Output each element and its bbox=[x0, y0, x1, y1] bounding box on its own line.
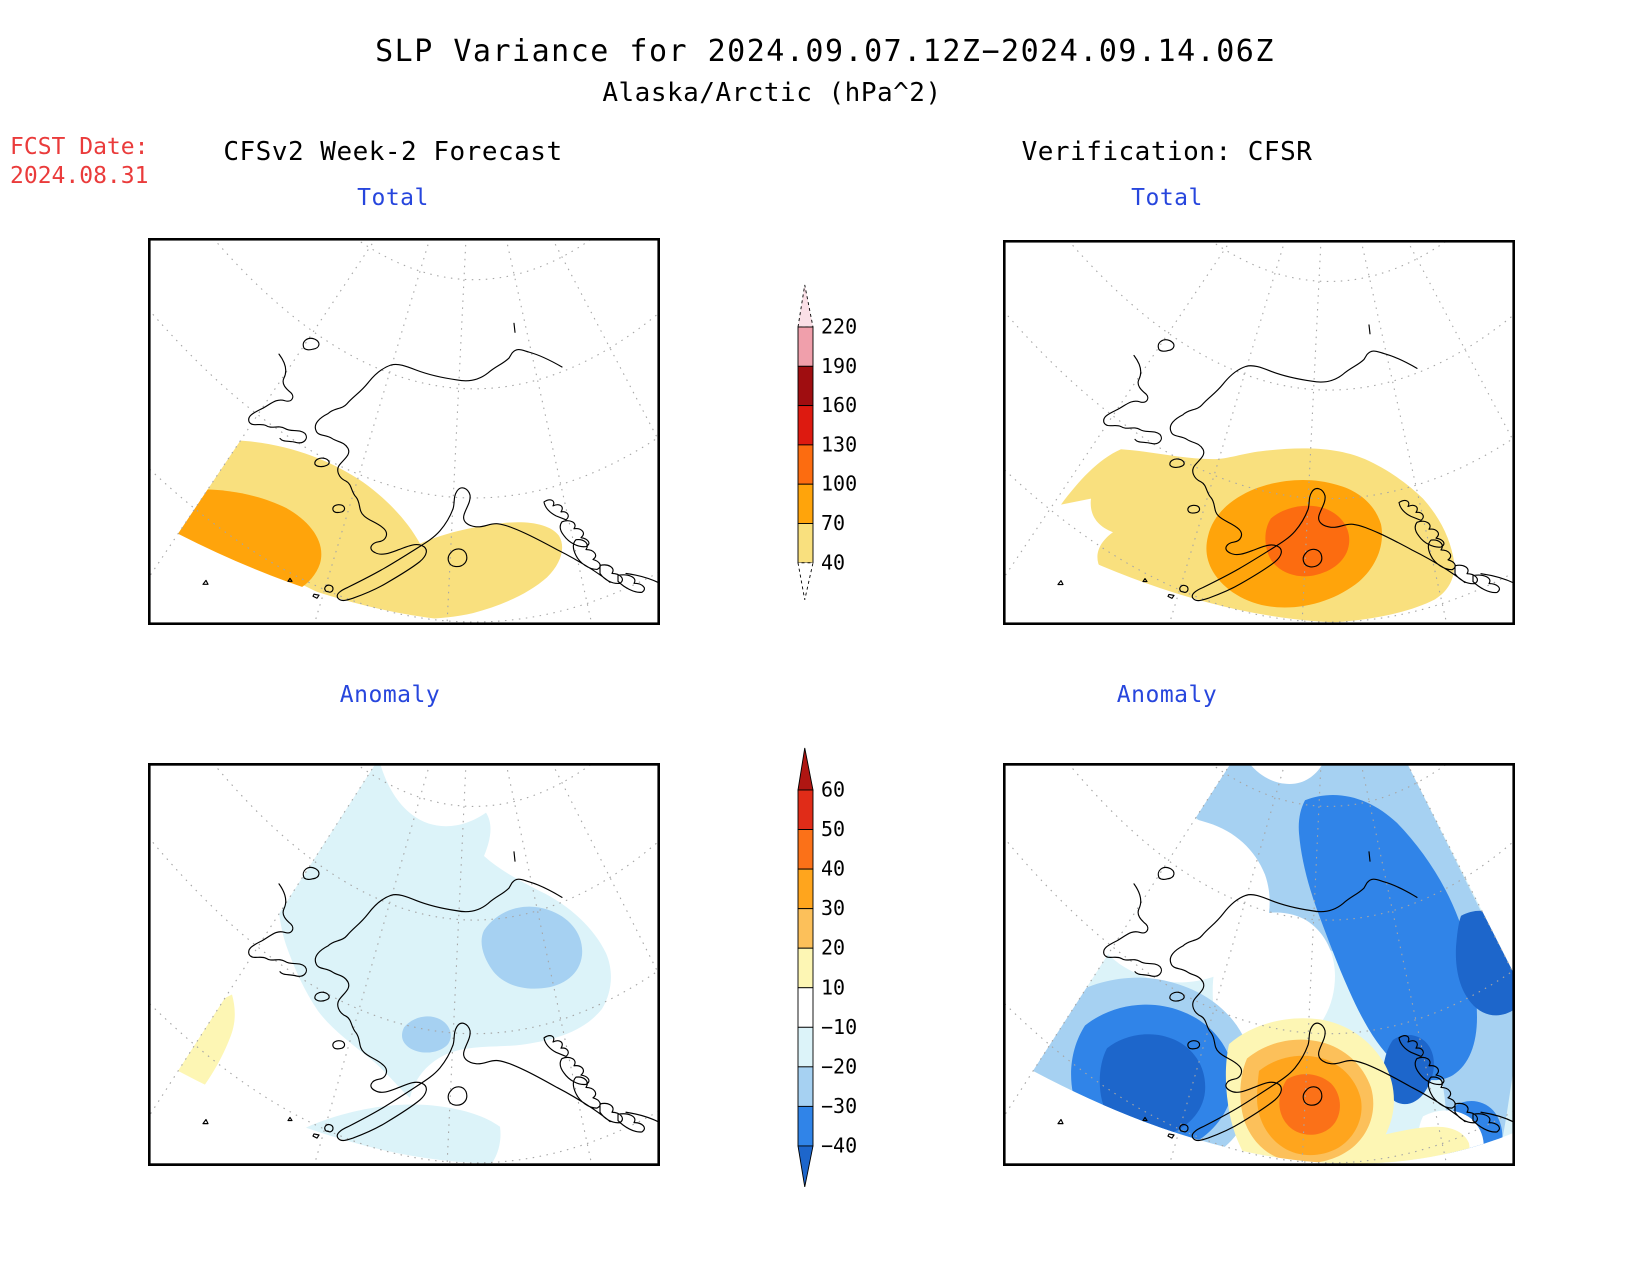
colorbar-band bbox=[797, 1066, 814, 1107]
colorbar-tick-label: 160 bbox=[821, 393, 857, 417]
map-frame bbox=[1003, 240, 1515, 625]
forecast-date-value: 2024.08.31 bbox=[10, 163, 149, 189]
colorbar-band bbox=[797, 987, 814, 1028]
colorbar-anomaly: 60 50 40 30 20 10 −10 −20 −30 −40 bbox=[797, 747, 857, 1188]
forecast-date-label: FCST Date: bbox=[10, 134, 149, 160]
colorbar-band bbox=[797, 947, 814, 989]
colorbar-tick-label: 70 bbox=[821, 511, 845, 535]
colorbar-tick-label: 60 bbox=[821, 778, 845, 802]
page-title: SLP Variance for 2024.09.07.12Z−2024.09.… bbox=[375, 34, 1275, 69]
contour-region bbox=[1298, 794, 1477, 1081]
contour-region bbox=[481, 906, 583, 989]
map-forecast-total bbox=[148, 238, 660, 625]
panel-title-forecast-total: Total bbox=[357, 185, 429, 211]
map-frame bbox=[148, 763, 660, 1166]
colorbar-total: 220 190 160 130 100 70 40 bbox=[797, 284, 857, 600]
colorbar-tick-label: 10 bbox=[821, 975, 845, 999]
colorbar-band bbox=[797, 1105, 814, 1147]
colorbar-band bbox=[797, 908, 814, 949]
contour-region bbox=[402, 1016, 451, 1053]
colorbar-band bbox=[797, 868, 814, 910]
colorbar-tick-label: 50 bbox=[821, 817, 845, 841]
contour-region bbox=[1249, 763, 1323, 784]
colorbar-band bbox=[797, 1026, 814, 1068]
colorbar-tick-label: 20 bbox=[821, 936, 845, 960]
map-verification-total bbox=[1003, 240, 1515, 625]
colorbar-band bbox=[797, 789, 814, 830]
page-subtitle: Alaska/Arctic (hPa^2) bbox=[602, 78, 942, 108]
contour-region bbox=[1265, 505, 1350, 577]
panel-title-verification-total: Total bbox=[1131, 185, 1203, 211]
contour-region bbox=[178, 994, 235, 1135]
contour-region bbox=[1383, 1034, 1434, 1105]
colorbar-tick-label: 190 bbox=[821, 354, 857, 378]
colorbar-tick-label: −30 bbox=[821, 1094, 857, 1118]
column-header-forecast: CFSv2 Week-2 Forecast bbox=[223, 137, 563, 167]
map-verification-anomaly bbox=[1003, 763, 1515, 1166]
colorbar-tick-label: 40 bbox=[821, 550, 845, 574]
contour-region bbox=[1212, 912, 1335, 1053]
colorbar-tick-label: −20 bbox=[821, 1054, 857, 1078]
colorbar-band bbox=[797, 365, 814, 407]
colorbar-band bbox=[797, 405, 814, 446]
map-forecast-anomaly bbox=[148, 763, 660, 1166]
colorbar-tick-label: 30 bbox=[821, 896, 845, 920]
colorbar-tick-label: −40 bbox=[821, 1133, 857, 1157]
colorbar-band bbox=[797, 829, 814, 870]
forecast-date-block: FCST Date: 2024.08.31 bbox=[10, 133, 148, 191]
colorbar-band bbox=[797, 444, 814, 485]
colorbar-tick-label: −10 bbox=[821, 1015, 857, 1039]
colorbar-band bbox=[797, 483, 814, 524]
contour-region bbox=[278, 763, 611, 1098]
colorbar-tick-label: 40 bbox=[821, 857, 845, 881]
colorbar-band bbox=[797, 326, 814, 367]
contour-region bbox=[1099, 1034, 1206, 1137]
colorbar-tick-label: 100 bbox=[821, 472, 857, 496]
map-frame bbox=[148, 238, 660, 625]
map-frame bbox=[1003, 763, 1515, 1166]
colorbar-tick-label: 130 bbox=[821, 432, 857, 456]
panel-title-forecast-anomaly: Anomaly bbox=[339, 682, 441, 708]
panel-title-verification-anomaly: Anomaly bbox=[1116, 682, 1218, 708]
colorbar-tick-label: 220 bbox=[821, 315, 857, 339]
contour-region bbox=[248, 1104, 501, 1164]
colorbar-band bbox=[797, 523, 814, 564]
column-header-verification: Verification: CFSR bbox=[1021, 137, 1313, 167]
